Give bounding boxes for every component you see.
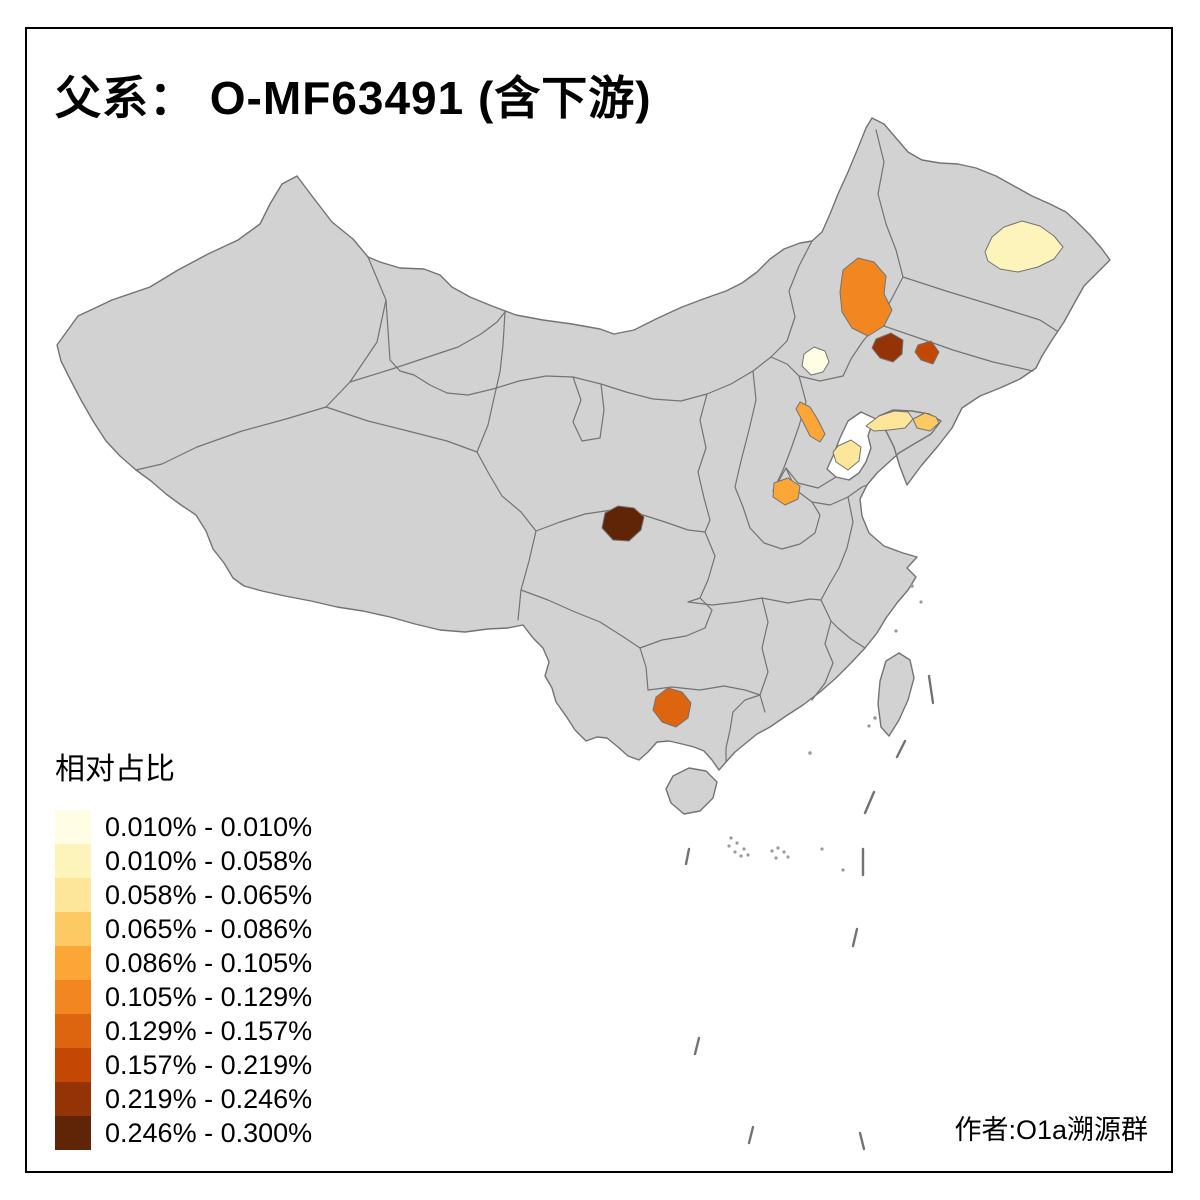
legend-entry: 0.010% - 0.010% [55, 810, 312, 844]
legend-entry-label: 0.058% - 0.065% [105, 879, 313, 910]
legend: 相对占比 0.010% - 0.010% 0.010% - 0.058% 0.0… [55, 744, 312, 1150]
legend-entry-label: 0.065% - 0.086% [105, 913, 313, 944]
legend-color-swatch [55, 810, 91, 844]
legend-entry-label: 0.219% - 0.246% [105, 1083, 313, 1114]
south-sea-islands [727, 584, 923, 872]
taiwan-island [877, 652, 915, 737]
figure-title: 父系： O-MF63491 (含下游) [55, 72, 652, 124]
map-region-west-liaoning [871, 332, 904, 363]
legend-color-swatch [55, 912, 91, 946]
legend-entry: 0.010% - 0.058% [55, 844, 312, 878]
map-region-harbin-area [984, 220, 1064, 273]
legend-entry: 0.129% - 0.157% [55, 1014, 312, 1048]
province-borders [135, 129, 1058, 763]
map-region-chengde-area [839, 257, 893, 337]
attribution: 作者:O1a溯源群 [954, 1115, 1148, 1145]
legend-entry: 0.105% - 0.129% [55, 980, 312, 1014]
legend-entry-label: 0.129% - 0.157% [105, 1015, 313, 1046]
legend-entry-label: 0.010% - 0.058% [105, 845, 313, 876]
legend-color-swatch [55, 1116, 91, 1150]
nine-dash-line [684, 674, 935, 1151]
legend-entry-label: 0.010% - 0.010% [105, 811, 313, 842]
legend-entry: 0.219% - 0.246% [55, 1082, 312, 1116]
highlighted-regions [601, 220, 1064, 728]
map-region-north-shandong-coast [795, 401, 826, 443]
map-region-jinan-area [832, 439, 862, 471]
legend-color-swatch [55, 946, 91, 980]
legend-color-swatch [55, 980, 91, 1014]
legend-entry: 0.065% - 0.086% [55, 912, 312, 946]
legend-color-swatch [55, 1082, 91, 1116]
hainan-island [665, 767, 718, 815]
legend-entry-label: 0.086% - 0.105% [105, 947, 313, 978]
legend-entry: 0.086% - 0.105% [55, 946, 312, 980]
mainland-outline [56, 117, 1111, 771]
legend-color-swatch [55, 844, 91, 878]
legend-entry: 0.058% - 0.065% [55, 878, 312, 912]
legend-entry-label: 0.246% - 0.300% [105, 1117, 313, 1148]
legend-entry-label: 0.157% - 0.219% [105, 1049, 313, 1080]
legend-color-swatch [55, 878, 91, 912]
legend-entry: 0.246% - 0.300% [55, 1116, 312, 1150]
legend-color-swatch [55, 1048, 91, 1082]
legend-entry-label: 0.105% - 0.129% [105, 981, 313, 1012]
map-region-zhengzhou-area [772, 477, 801, 506]
legend-color-swatch [55, 1014, 91, 1048]
legend-entry: 0.157% - 0.219% [55, 1048, 312, 1082]
map-region-weihai [912, 412, 940, 432]
map-region-east-liaoning [914, 340, 940, 365]
legend-entries: 0.010% - 0.010% 0.010% - 0.058% 0.058% -… [55, 810, 312, 1150]
map-region-north-sichuan [601, 505, 645, 542]
map-region-beijing [801, 346, 830, 376]
legend-title: 相对占比 [55, 753, 175, 786]
map-region-central-yunnan [652, 687, 692, 728]
